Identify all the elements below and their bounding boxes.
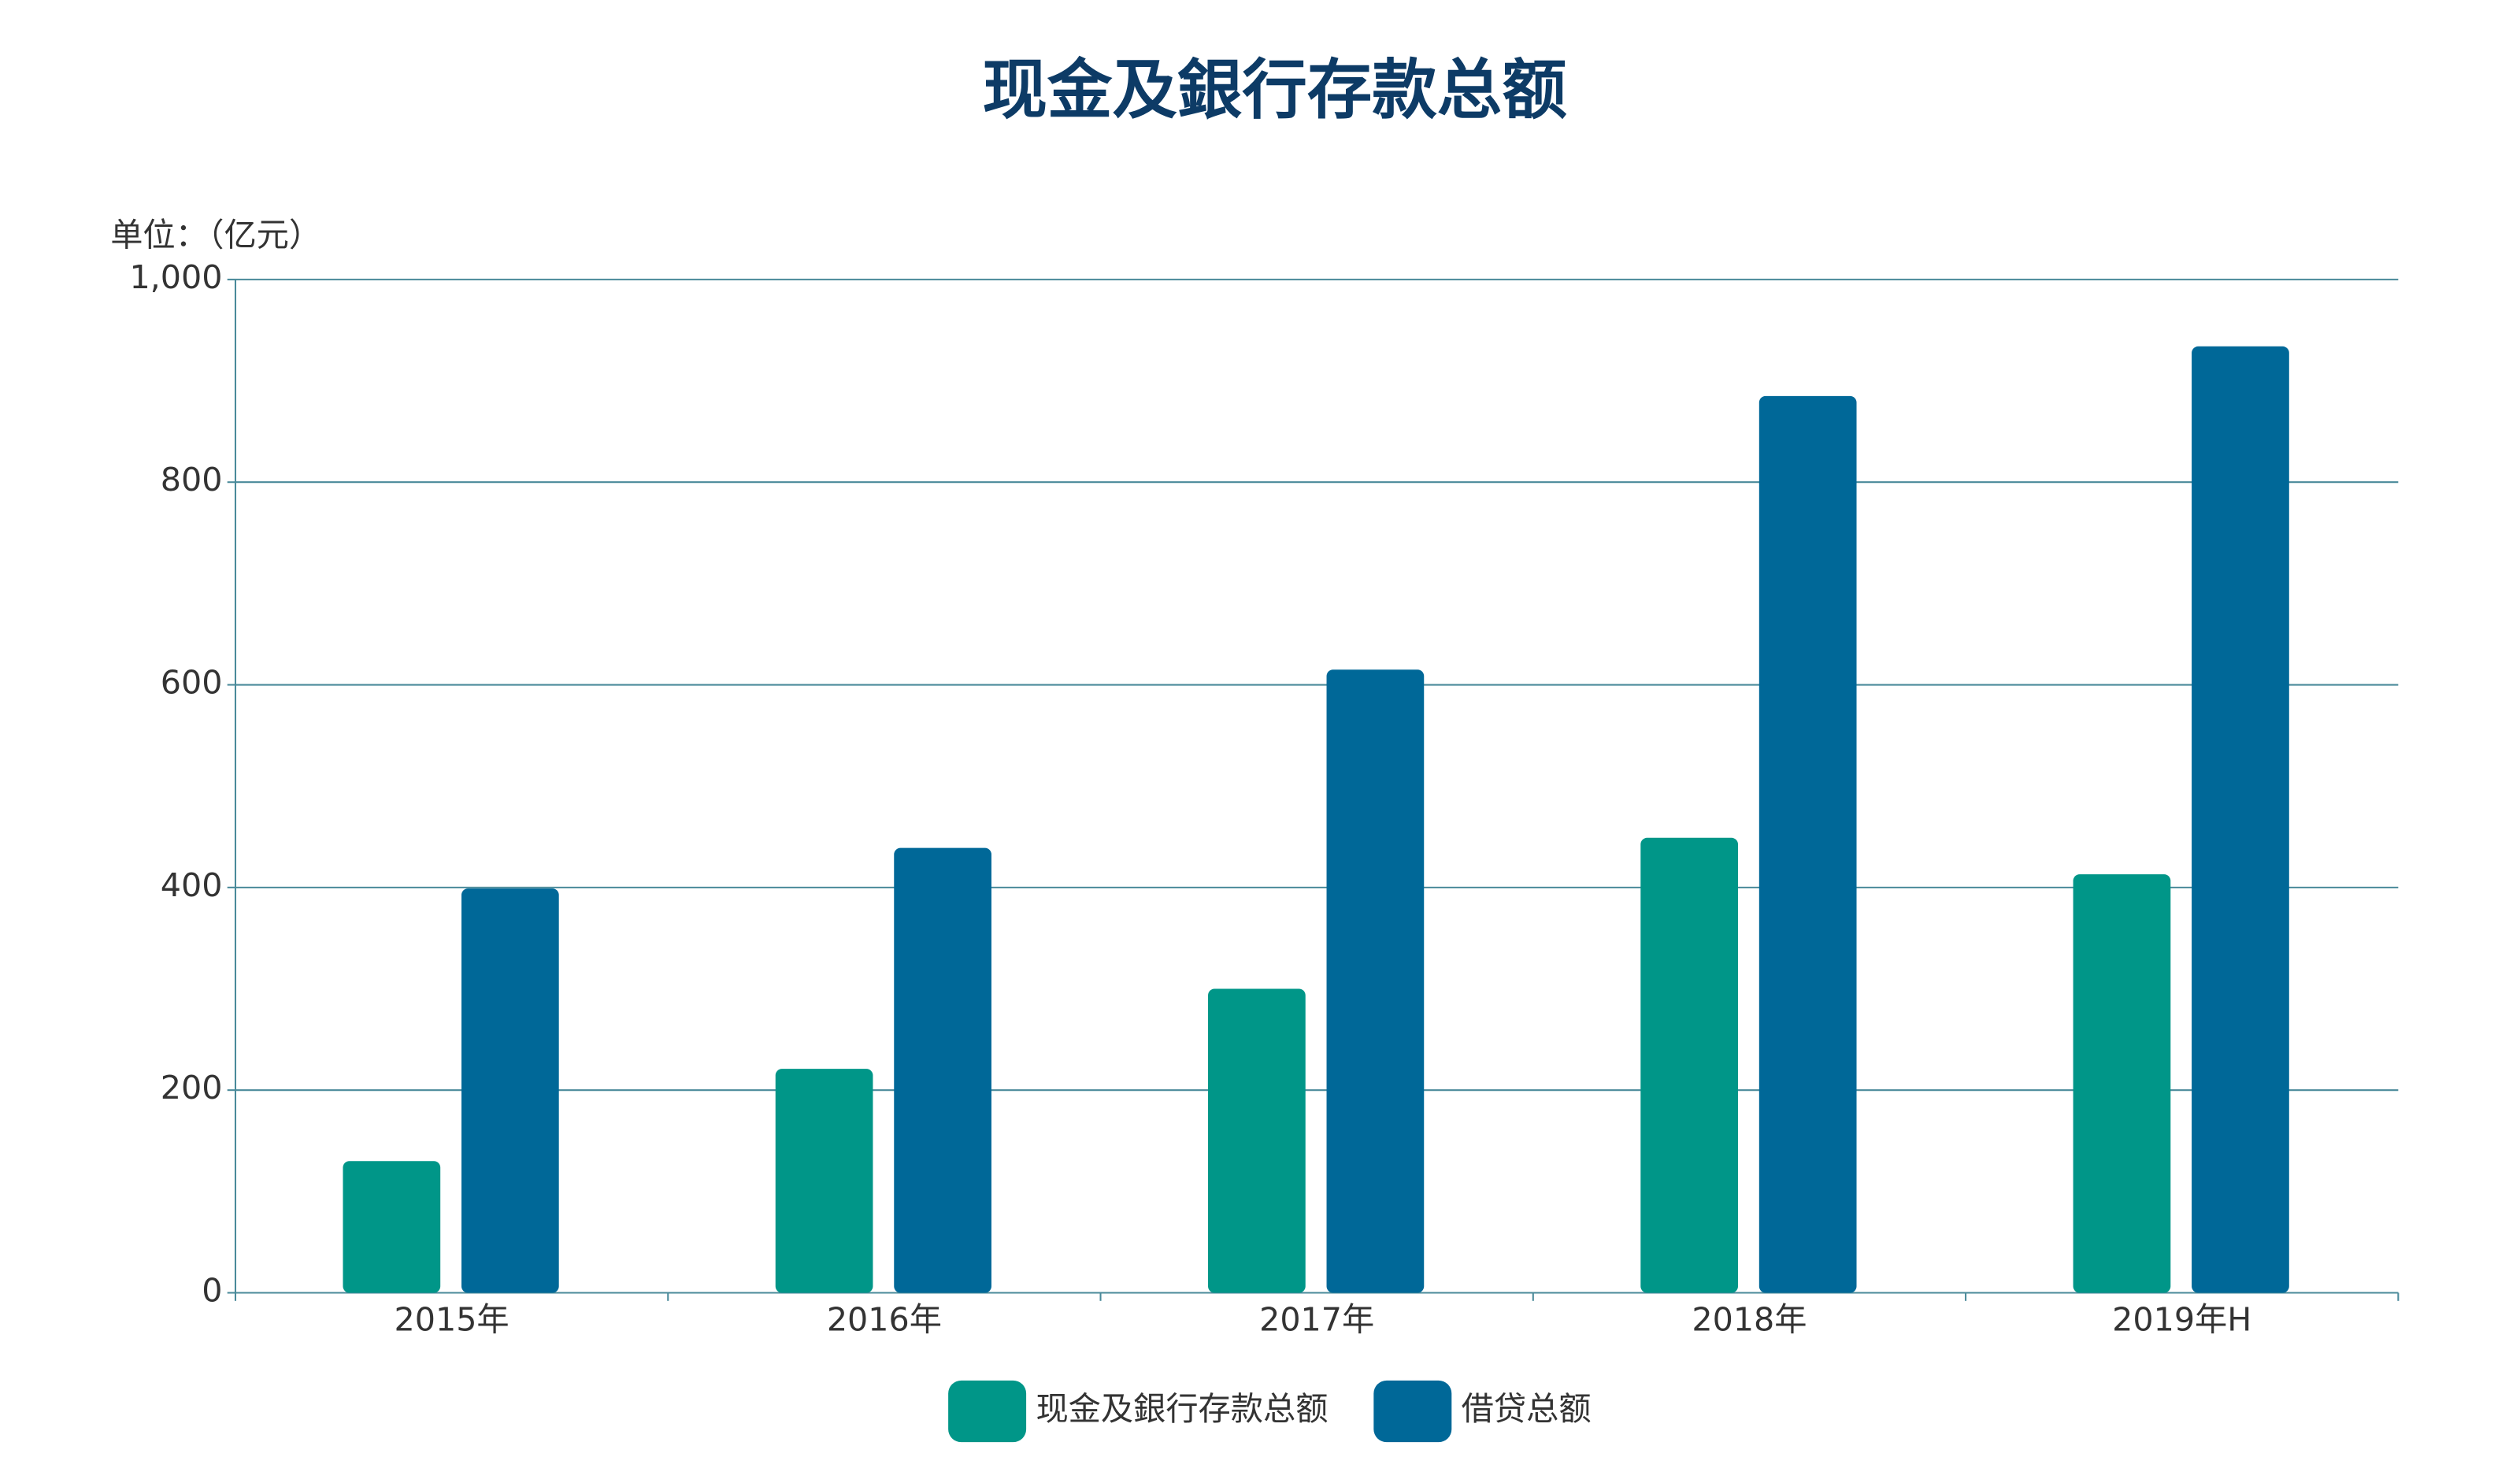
bar: [775, 1069, 873, 1293]
y-tick-label: 400: [161, 866, 223, 904]
x-tick-label: 2019年H: [2112, 1301, 2251, 1339]
legend-label: 现金及銀行存款总额: [1036, 1390, 1328, 1428]
x-tick-label: 2018年: [1692, 1301, 1807, 1339]
x-tick-label: 2017年: [1259, 1301, 1374, 1339]
y-tick-label: 1,000: [129, 258, 222, 296]
legend-swatch: [1373, 1380, 1452, 1443]
legend-swatch: [948, 1380, 1027, 1443]
bar: [343, 1161, 441, 1293]
y-tick-label: 600: [161, 664, 223, 702]
bar: [1326, 669, 1425, 1293]
legend-label: 借贷总额: [1462, 1390, 1592, 1428]
bar: [1640, 837, 1739, 1293]
bar: [461, 888, 559, 1293]
bar: [1208, 988, 1306, 1293]
bar: [2192, 346, 2289, 1293]
y-tick-label: 800: [161, 461, 223, 499]
chart-title: 现金及銀行存款总额: [982, 52, 1566, 128]
bar: [894, 847, 991, 1293]
y-axis-label: 单位：（亿元）: [110, 216, 321, 254]
x-tick-label: 2016年: [827, 1301, 942, 1339]
bar: [2073, 874, 2171, 1293]
y-tick-label: 200: [161, 1069, 223, 1107]
bar: [1758, 395, 1857, 1293]
y-tick-label: 0: [202, 1271, 222, 1309]
x-tick-label: 2015年: [395, 1301, 510, 1339]
